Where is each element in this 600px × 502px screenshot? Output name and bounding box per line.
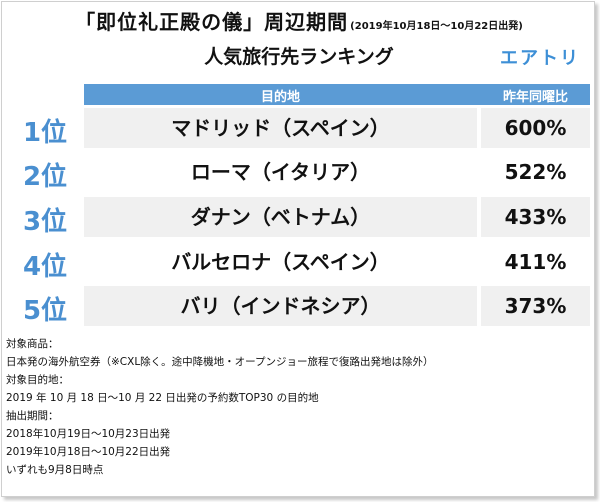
destination-cell: マドリッド（スペイン）	[84, 108, 477, 148]
column-header-ratio: 昨年同曜比	[502, 90, 568, 105]
ratio-cell: 411%	[504, 250, 567, 274]
note-line: 2019年10月18日～10月22日出発	[6, 446, 171, 458]
table-row: 5位 バリ（インドネシア） 373%	[2, 286, 596, 326]
ranking-subtitle: 人気旅行先ランキング	[204, 46, 394, 68]
note-line: 日本発の海外航空券（※CXL除く。途中降機地・オープンジョー旅程で復路出発地は除…	[6, 356, 434, 368]
note-line: 対象目的地：	[6, 374, 69, 386]
ratio-cell: 373%	[481, 286, 590, 326]
rank-label: 3位	[22, 207, 68, 237]
title-period: (2019年10月18日～10月22日出発)	[350, 21, 523, 32]
note-line: 2019 年 10 月 18 日～10 月 22 日出発の予約数TOP30 の目…	[6, 392, 319, 404]
rank-label: 1位	[22, 118, 68, 148]
note-line: いずれも9月8日時点	[6, 464, 104, 476]
rank-label: 5位	[22, 296, 68, 326]
ratio-cell: 433%	[481, 197, 590, 237]
title-main: 「即位礼正殿の儀」周辺期間	[75, 10, 349, 34]
table-row: 2位 ローマ（イタリア） 522%	[2, 152, 596, 192]
note-line: 2018年10月19日～10月23日出発	[6, 428, 171, 440]
rank-label: 4位	[22, 252, 68, 282]
brand-logo: エアトリ	[500, 48, 580, 69]
destination-cell: ローマ（イタリア）	[190, 160, 371, 184]
ratio-cell: 600%	[481, 108, 590, 148]
table-row: 1位 マドリッド（スペイン） 600%	[2, 108, 596, 148]
table-row: 4位 バルセロナ（スペイン） 411%	[2, 242, 596, 282]
table-header: 目的地 昨年同曜比	[84, 84, 590, 105]
column-header-destination: 目的地	[260, 90, 300, 105]
table-row: 3位 ダナン（ベトナム） 433%	[2, 197, 596, 237]
footnotes: 対象商品： 日本発の海外航空券（※CXL除く。途中降機地・オープンジョー旅程で復…	[6, 335, 592, 479]
note-line: 対象商品：	[6, 338, 59, 350]
infographic-frame: 「即位礼正殿の儀」周辺期間 (2019年10月18日～10月22日出発) 人気旅行…	[1, 1, 595, 497]
destination-cell: バルセロナ（スペイン）	[171, 250, 390, 274]
page-title: 「即位礼正殿の儀」周辺期間 (2019年10月18日～10月22日出発)	[2, 6, 596, 35]
destination-cell: バリ（インドネシア）	[84, 286, 477, 326]
rank-label: 2位	[22, 162, 68, 192]
ratio-cell: 522%	[504, 160, 567, 184]
note-line: 抽出期間：	[6, 410, 59, 422]
destination-cell: ダナン（ベトナム）	[84, 197, 477, 237]
